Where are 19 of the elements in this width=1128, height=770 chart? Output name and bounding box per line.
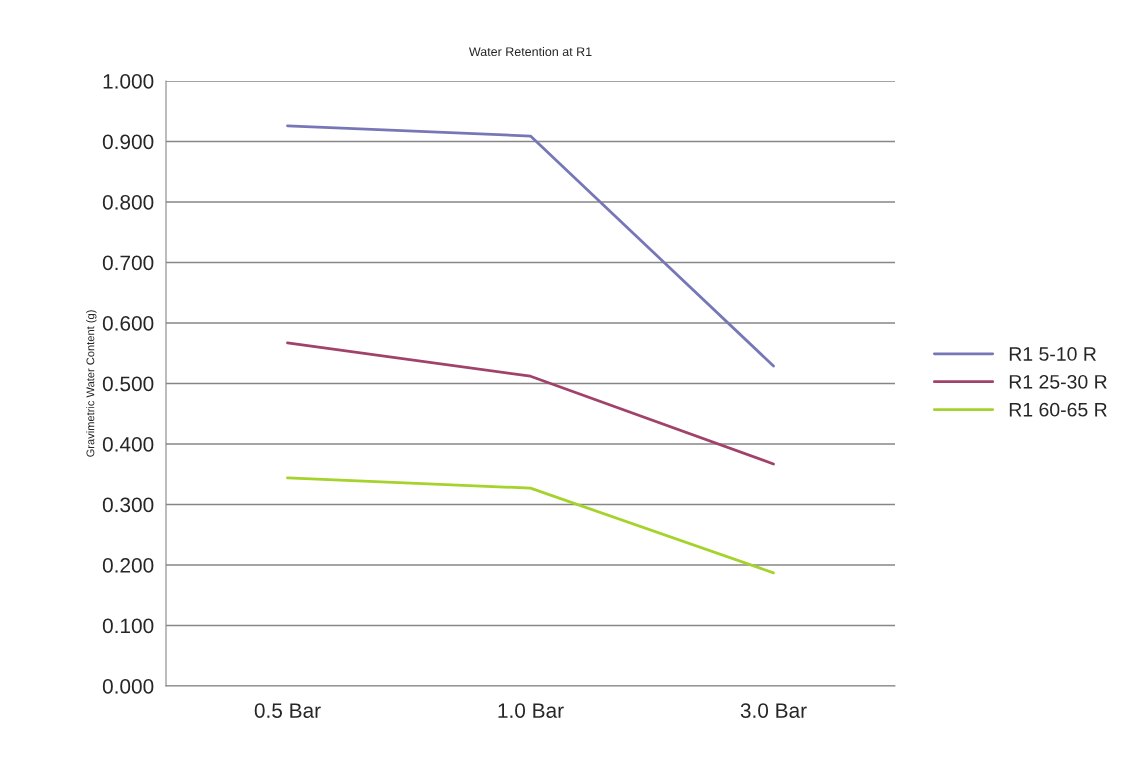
y-tick-label: 0.900: [102, 134, 154, 150]
y-tick-label: 0.800: [102, 195, 154, 210]
legend-label: R1 60-65 R: [1009, 402, 1107, 417]
y-tick-label: 0.100: [102, 618, 154, 634]
x-tick-label: 1.0 Bar: [498, 703, 564, 718]
y-tick-label: 0.700: [102, 255, 154, 271]
y-tick-label: 0.600: [102, 316, 154, 331]
y-tick-label: 0.000: [102, 679, 154, 694]
y-tick-label: 0.200: [102, 558, 154, 573]
y-tick-label: 1.000: [103, 74, 154, 89]
y-tick-label: 0.300: [102, 497, 154, 513]
x-tick-label: 3.0 Bar: [740, 703, 807, 718]
y-tick-label: 0.500: [102, 376, 154, 392]
legend-label: R1 5-10 R: [1009, 347, 1096, 361]
chart-title: Water Retention at R1: [468, 46, 592, 57]
y-tick-label: 0.400: [102, 437, 154, 452]
x-tick-label: 0.5 Bar: [254, 703, 321, 718]
y-axis-title: Gravimetric Water Content (g): [86, 310, 97, 457]
legend-label: R1 25-30 R: [1009, 374, 1107, 389]
